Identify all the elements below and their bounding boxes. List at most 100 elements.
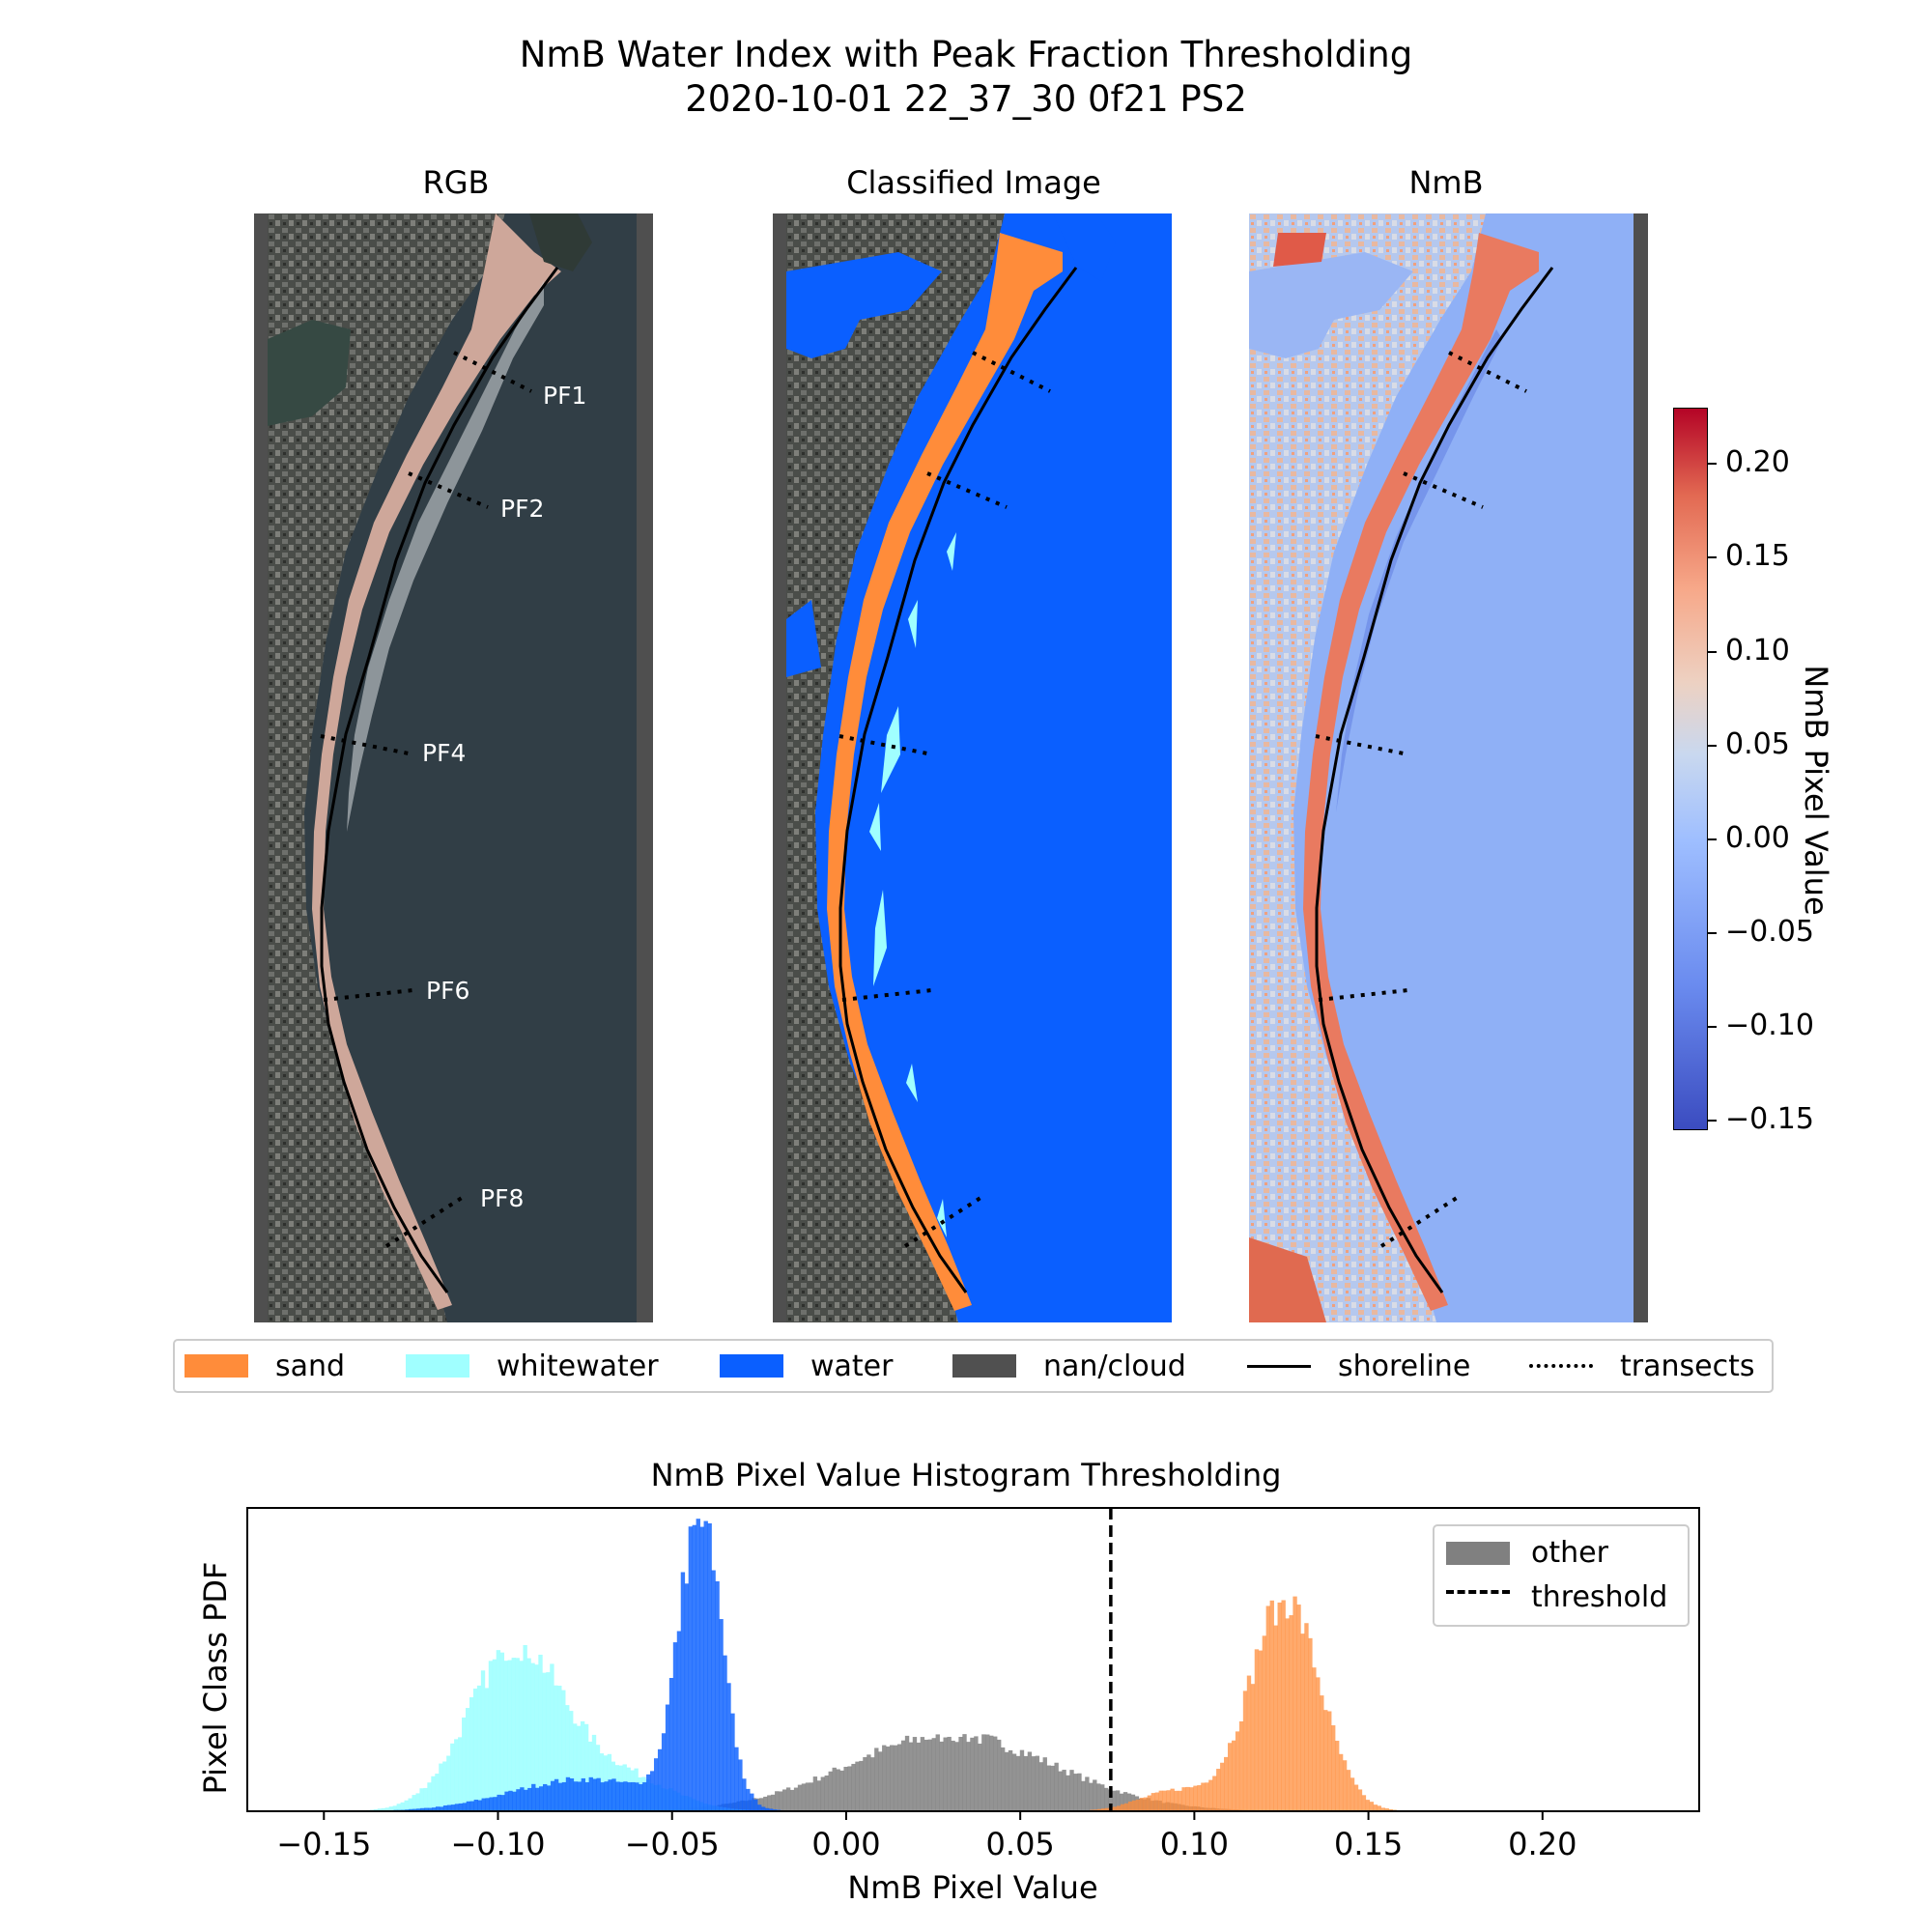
hist-bar-water xyxy=(504,1791,509,1811)
hist-bar-whitewater xyxy=(480,1670,486,1811)
colorbar-tick-mark xyxy=(1708,744,1717,747)
hist-bar-water xyxy=(650,1771,655,1811)
nmb-image-panel xyxy=(1249,213,1648,1322)
hist-bar-water xyxy=(439,1806,444,1811)
hist-bar-water xyxy=(554,1778,559,1811)
hist-bar-sand xyxy=(1189,1787,1194,1811)
shoreline-rgb xyxy=(320,267,559,1293)
colorbar-tick-mark xyxy=(1708,650,1717,653)
hist-bar-other xyxy=(828,1771,833,1811)
legend-item-water: water xyxy=(720,1341,893,1391)
hist-bar-sand xyxy=(1216,1769,1221,1811)
legend-label-whitewater: whitewater xyxy=(497,1349,659,1383)
legend-item-nan-cloud: nan/cloud xyxy=(952,1341,1186,1391)
hist-bar-other xyxy=(1004,1751,1009,1811)
hist-bar-whitewater xyxy=(530,1662,535,1811)
colorbar-tick-mark xyxy=(1708,1120,1717,1122)
hist-bar-water xyxy=(646,1774,651,1811)
hist-bar-other xyxy=(820,1776,825,1811)
hist-bar-sand xyxy=(1208,1779,1213,1811)
hist-bar-whitewater xyxy=(484,1688,490,1811)
hist-bar-water xyxy=(611,1778,616,1811)
hist-bar-whitewater xyxy=(565,1705,570,1811)
hist-bar-other xyxy=(981,1734,986,1811)
hist-bar-sand xyxy=(1369,1802,1375,1811)
hist-bar-other xyxy=(1000,1747,1006,1811)
classified-panel-title: Classified Image xyxy=(846,164,1101,201)
hist-bar-water xyxy=(516,1789,521,1811)
hist-bar-other xyxy=(931,1738,936,1811)
hist-bar-whitewater xyxy=(511,1658,516,1811)
hist-bar-other xyxy=(775,1791,780,1811)
colorbar-tick-mark xyxy=(1708,556,1717,559)
hist-bar-water xyxy=(661,1733,667,1811)
hist-bar-other xyxy=(974,1736,979,1811)
hist-bar-whitewater xyxy=(465,1708,470,1811)
hist-bar-whitewater xyxy=(523,1645,527,1811)
hist-bar-water xyxy=(442,1805,448,1811)
hist-bar-other xyxy=(1069,1770,1074,1811)
hist-bar-other xyxy=(1093,1779,1097,1811)
hist-bar-water xyxy=(428,1807,433,1811)
hist-bar-water xyxy=(550,1780,555,1811)
hist-bar-sand xyxy=(1166,1790,1171,1811)
hist-bar-other xyxy=(1077,1773,1082,1811)
hist-bar-other xyxy=(943,1737,948,1811)
hist-bar-other xyxy=(1089,1782,1094,1811)
hist-bar-other xyxy=(1081,1780,1086,1811)
hist-bar-sand xyxy=(1135,1799,1141,1811)
hist-bar-sand xyxy=(1174,1790,1179,1811)
hist-bar-sand xyxy=(1197,1785,1202,1811)
hist-bar-water xyxy=(592,1778,597,1811)
hist-bar-whitewater xyxy=(412,1795,416,1811)
hist-bar-whitewater xyxy=(534,1664,539,1811)
hist-bar-other xyxy=(1073,1774,1078,1811)
hist-bar-other xyxy=(989,1735,994,1811)
hist-bar-water xyxy=(481,1798,486,1811)
hist-bar-sand xyxy=(1139,1798,1145,1811)
hist-bar-water xyxy=(477,1800,482,1811)
hist-bar-other xyxy=(1042,1757,1047,1811)
hist-bar-water xyxy=(508,1790,513,1811)
hist-bar-water xyxy=(615,1781,620,1811)
hist-bar-sand xyxy=(1265,1605,1270,1811)
hist-bar-sand xyxy=(1277,1602,1282,1811)
hist-bar-water xyxy=(512,1791,517,1811)
hist-bar-sand xyxy=(1147,1795,1152,1811)
hist-bar-whitewater xyxy=(580,1720,585,1811)
hist-bar-water xyxy=(623,1781,628,1811)
hist-bar-water xyxy=(627,1782,632,1811)
hist-bar-water xyxy=(703,1520,708,1811)
hist-bar-other xyxy=(970,1737,975,1811)
hist-bar-whitewater xyxy=(392,1805,398,1811)
hist-bar-sand xyxy=(1365,1800,1371,1811)
hist-bar-sand xyxy=(1113,1806,1118,1811)
hist-bar-water xyxy=(746,1788,751,1811)
legend-line-threshold xyxy=(1446,1590,1510,1594)
x-tick-label: 0.00 xyxy=(811,1826,881,1862)
hist-bar-water xyxy=(680,1572,686,1811)
hist-bar-sand xyxy=(1127,1801,1133,1811)
hist-bar-other xyxy=(958,1736,963,1811)
hist-bar-whitewater xyxy=(450,1743,455,1811)
hist-bar-other xyxy=(904,1735,910,1811)
hist-bar-other xyxy=(882,1745,887,1811)
hist-bar-sand xyxy=(1258,1650,1264,1811)
hist-bar-whitewater xyxy=(542,1672,547,1811)
hist-bar-sand xyxy=(1117,1805,1122,1811)
hist-bar-other xyxy=(1107,1789,1113,1811)
colorbar-tick-mark xyxy=(1708,838,1717,840)
hist-bar-whitewater xyxy=(384,1807,390,1811)
hist-bar-whitewater xyxy=(381,1807,386,1811)
hist-bar-sand xyxy=(1285,1618,1290,1811)
legend-item-shoreline: shoreline xyxy=(1247,1341,1470,1391)
classified-image-panel xyxy=(773,213,1172,1322)
hist-bar-whitewater xyxy=(573,1723,578,1811)
hist-bar-other xyxy=(912,1737,918,1811)
nmb-panel-title: NmB xyxy=(1408,164,1484,201)
hist-bar-sand xyxy=(1293,1596,1297,1811)
hist-bar-water xyxy=(493,1797,497,1811)
hist-bar-water xyxy=(750,1793,754,1811)
shoreline-nmb xyxy=(1315,267,1554,1293)
hist-bar-whitewater xyxy=(576,1725,582,1811)
